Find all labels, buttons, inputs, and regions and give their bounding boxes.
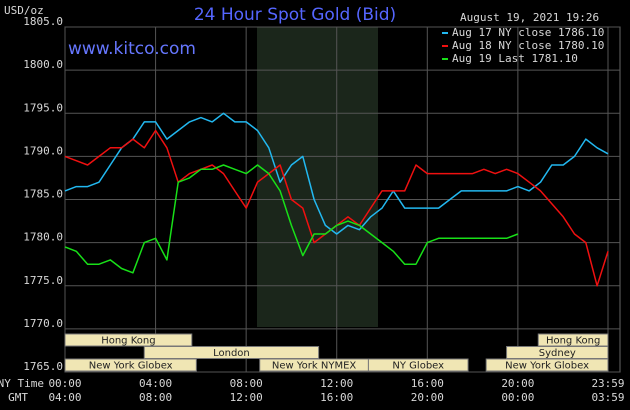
x2-tick-label: 03:59 bbox=[591, 391, 624, 404]
series-line bbox=[64, 112, 609, 235]
session-label: Hong Kong bbox=[546, 336, 600, 347]
session-label: New York Globex bbox=[505, 361, 589, 372]
y-tick-label: 1770.0 bbox=[23, 317, 63, 330]
x2-tick-label: 08:00 bbox=[139, 391, 172, 404]
session-label: Hong Kong bbox=[101, 336, 155, 347]
session-bar bbox=[537, 333, 609, 347]
session-label: New York Globex bbox=[89, 361, 173, 372]
session-label: London bbox=[213, 348, 250, 359]
session-label: NY Globex bbox=[392, 361, 444, 372]
x2-tick-label: 12:00 bbox=[230, 391, 263, 404]
x2-axis-label: GMT bbox=[8, 391, 28, 404]
y-tick-label: 1785.0 bbox=[23, 188, 63, 201]
site-label: www.kitco.com bbox=[68, 39, 196, 59]
nymex-shade bbox=[257, 27, 378, 327]
chart-title: 24 Hour Spot Gold (Bid) bbox=[194, 5, 396, 25]
x-tick-label: 16:00 bbox=[411, 377, 444, 390]
session-bar bbox=[485, 358, 609, 372]
x2-tick-label: 00:00 bbox=[501, 391, 534, 404]
x2-tick-label: 04:00 bbox=[48, 391, 81, 404]
y-tick-label: 1780.0 bbox=[23, 231, 63, 244]
y-tick-label: 1765.0 bbox=[23, 360, 63, 373]
legend-label: Aug 18 NY close 1780.10 bbox=[452, 39, 604, 52]
x-tick-label: 08:00 bbox=[230, 377, 263, 390]
x-tick-label: 23:59 bbox=[591, 377, 624, 390]
session-label: New York NYMEX bbox=[272, 361, 357, 372]
x2-tick-label: 20:00 bbox=[411, 391, 444, 404]
x-tick-label: 12:00 bbox=[320, 377, 353, 390]
x-tick-label: 04:00 bbox=[139, 377, 172, 390]
y-tick-label: 1795.0 bbox=[23, 101, 63, 114]
x-axis-label: NY Time bbox=[0, 377, 44, 390]
session-bar bbox=[64, 358, 197, 372]
x-tick-label: 00:00 bbox=[48, 377, 81, 390]
timestamp: August 19, 2021 19:26 bbox=[460, 11, 599, 24]
y-tick-label: 1800.0 bbox=[23, 58, 63, 71]
y-axis-label: USD/oz bbox=[4, 4, 44, 17]
x-tick-label: 20:00 bbox=[501, 377, 534, 390]
session-bar bbox=[64, 333, 193, 347]
session-label: Sydney bbox=[539, 348, 576, 359]
session-bar bbox=[367, 358, 469, 372]
legend-label: Aug 19 Last 1781.10 bbox=[452, 52, 578, 65]
legend-label: Aug 17 NY close 1786.10 bbox=[452, 26, 604, 39]
x2-tick-label: 16:00 bbox=[320, 391, 353, 404]
session-bar bbox=[143, 346, 320, 359]
y-tick-label: 1775.0 bbox=[23, 274, 63, 287]
series-line bbox=[64, 164, 519, 274]
y-tick-label: 1805.0 bbox=[23, 15, 63, 28]
y-tick-label: 1790.0 bbox=[23, 144, 63, 157]
